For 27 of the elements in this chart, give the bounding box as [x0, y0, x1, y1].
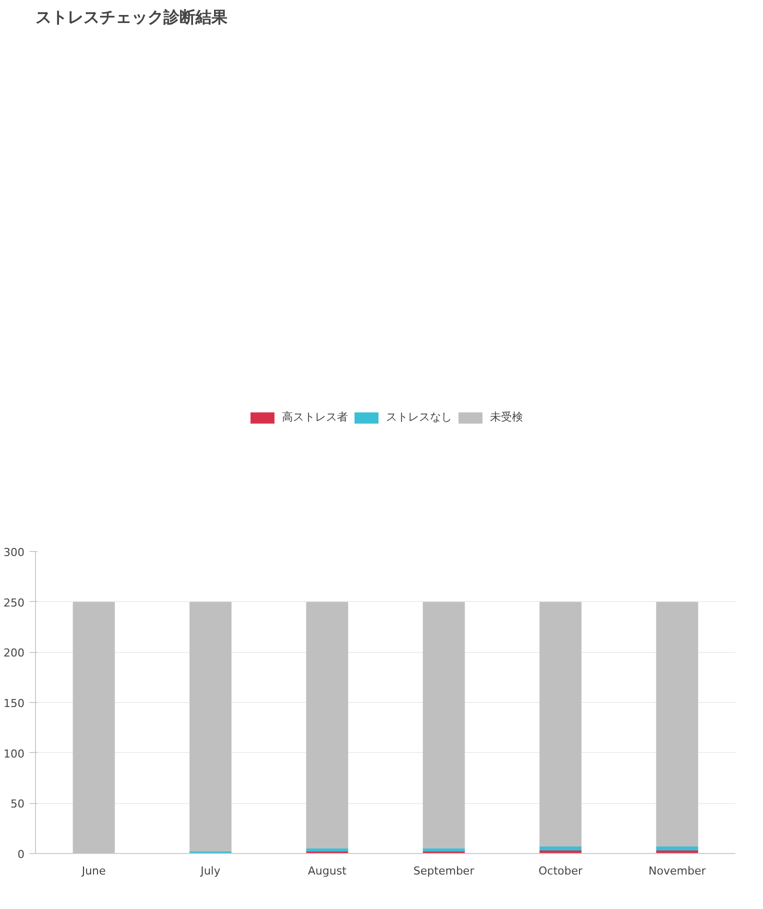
bar: [72, 602, 115, 854]
y-tick-label: 250: [4, 596, 25, 610]
y-tick-label: 100: [4, 747, 25, 760]
bar: [306, 848, 348, 852]
x-tick-label: October: [538, 864, 583, 878]
bar: [422, 602, 465, 848]
y-tick-label: 150: [4, 697, 25, 710]
chart-title: ストレスチェック診断結果: [36, 8, 228, 26]
x-tick-label: September: [413, 864, 475, 878]
x-tick-label: November: [648, 864, 706, 878]
bar: [422, 848, 465, 852]
legend-label: ストレスなし: [386, 410, 452, 425]
legend-label: 高ストレス者: [282, 410, 348, 425]
legend-label: 未受検: [490, 410, 523, 425]
bar: [190, 602, 232, 852]
x-tick-label: July: [200, 864, 221, 878]
bar: [306, 602, 348, 848]
bar: [656, 846, 698, 850]
bar: [656, 602, 698, 846]
x-tick-label: June: [80, 864, 106, 878]
y-tick-label: 300: [4, 546, 25, 559]
y-tick-label: 50: [10, 798, 25, 811]
bar: [540, 602, 582, 846]
y-tick-label: 0: [18, 848, 24, 861]
y-tick-label: 200: [4, 646, 25, 660]
bar: [540, 846, 582, 850]
x-tick-label: August: [308, 864, 348, 878]
